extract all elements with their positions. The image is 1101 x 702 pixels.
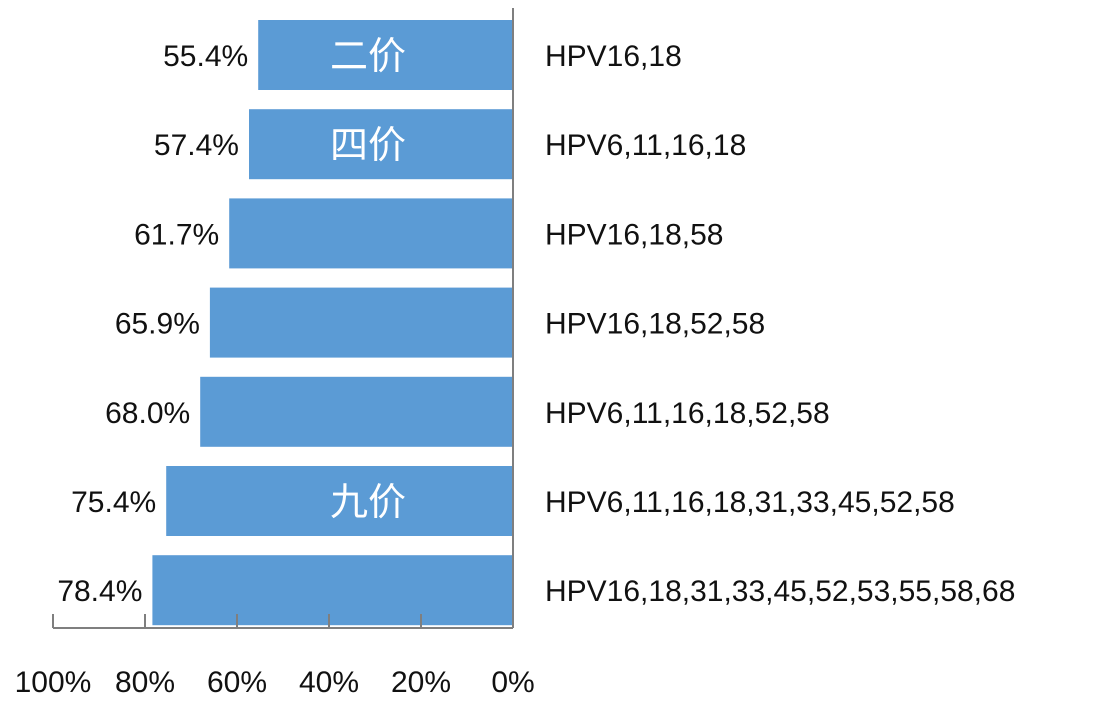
x-tick-label: 20% <box>391 666 451 699</box>
bar-4 <box>209 287 513 358</box>
value-label: 61.7% <box>134 218 219 251</box>
category-label: HPV16,18,58 <box>545 218 723 251</box>
category-label: HPV16,18,31,33,45,52,53,55,58,68 <box>545 575 1015 608</box>
labels-layer: 55.4% HPV16,18 二价 57.4% HPV6,11,16,18 四价 61.7%… <box>57 34 1015 608</box>
value-label: 75.4% <box>71 486 156 519</box>
x-axis: 100% 80% 60% 40% 20% 0% <box>15 8 535 699</box>
bar-1 <box>258 20 513 90</box>
category-label: HPV16,18,52,58 <box>545 308 765 341</box>
bar-6 <box>166 466 513 536</box>
vaccine-valency-label: 九价 <box>330 480 406 524</box>
x-tick-label: 80% <box>115 666 175 699</box>
x-tick-label: 40% <box>299 666 359 699</box>
bar-3 <box>229 198 513 269</box>
category-label: HPV6,11,16,18,31,33,45,52,58 <box>545 486 955 519</box>
value-label: 68.0% <box>105 397 190 430</box>
vaccine-valency-label: 四价 <box>330 123 406 167</box>
category-label: HPV6,11,16,18 <box>545 129 746 162</box>
bar-2 <box>249 109 513 180</box>
bar-5 <box>200 376 513 447</box>
vaccine-valency-label: 二价 <box>330 34 406 78</box>
value-label: 55.4% <box>163 40 248 73</box>
bars-layer <box>152 20 513 626</box>
category-label: HPV16,18 <box>545 40 682 73</box>
x-tick-label: 0% <box>491 666 534 699</box>
x-tick-label: 100% <box>15 666 92 699</box>
x-tick-label: 60% <box>207 666 267 699</box>
category-label: HPV6,11,16,18,52,58 <box>545 397 830 430</box>
value-label: 65.9% <box>115 308 200 341</box>
value-label: 78.4% <box>57 575 142 608</box>
bar-7 <box>152 555 513 626</box>
value-label: 57.4% <box>154 129 239 162</box>
